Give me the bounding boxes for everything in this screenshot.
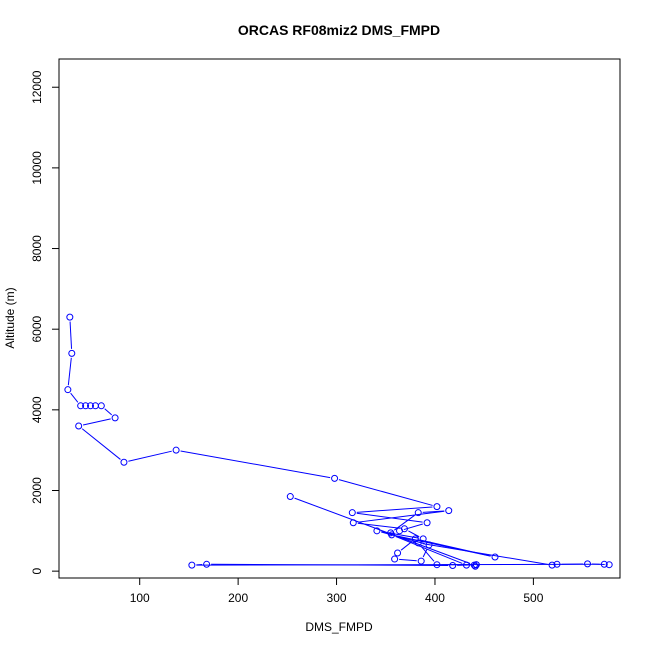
series-segment: [70, 392, 79, 403]
data-point: [445, 507, 453, 515]
y-tick-label: 8000: [30, 235, 44, 262]
data-point: [414, 509, 422, 517]
y-tick-label: 10000: [30, 151, 44, 185]
y-axis: 0 2000 4000 6000 8000 10000 12000: [30, 70, 60, 574]
data-point: [64, 386, 72, 394]
data-point: [471, 562, 479, 570]
y-tick-label: 2000: [30, 477, 44, 504]
y-tick-label: 12000: [30, 70, 44, 104]
data-point: [433, 503, 441, 511]
data-point: [172, 446, 180, 454]
data-point: [66, 313, 74, 321]
series-segment: [399, 558, 417, 562]
series-segment: [82, 418, 111, 426]
data-point: [75, 422, 83, 430]
y-axis-label: Altitude (m): [3, 287, 17, 348]
data-point: [605, 561, 613, 569]
data-point: [203, 560, 211, 568]
series-segment: [294, 497, 471, 564]
data-point: [391, 555, 399, 563]
data-point: [286, 493, 294, 501]
series-segment: [400, 541, 413, 551]
series-segment: [338, 479, 433, 506]
data-point: [86, 402, 94, 410]
x-axis: 100 200 300 400 500: [130, 577, 544, 605]
series-line: [67, 321, 605, 566]
y-tick-label: 0: [30, 567, 44, 574]
series-segment: [408, 530, 420, 538]
data-point: [553, 560, 561, 568]
data-point: [548, 561, 556, 569]
series-segment: [395, 536, 463, 564]
series-segment: [357, 510, 445, 523]
x-axis-label: DMS_FMPD: [305, 620, 373, 634]
data-point: [400, 525, 408, 533]
data-point: [449, 561, 457, 569]
series-segment: [422, 543, 548, 565]
data-point: [348, 509, 356, 517]
series-segment: [356, 506, 433, 513]
data-point: [68, 349, 76, 357]
data-point: [425, 541, 433, 549]
data-point: [417, 557, 425, 565]
data-point: [82, 402, 90, 410]
data-point: [462, 561, 470, 569]
x-tick-label: 500: [523, 591, 543, 605]
data-point: [414, 539, 422, 547]
data-point: [423, 519, 431, 527]
series-segment: [420, 546, 435, 562]
series-segment: [196, 563, 600, 566]
x-tick-label: 100: [130, 591, 150, 605]
data-point: [188, 561, 196, 569]
data-point: [331, 474, 339, 482]
data-point: [470, 561, 478, 569]
series-segment: [180, 450, 331, 479]
data-point: [600, 560, 608, 568]
series-segment: [104, 408, 113, 416]
x-tick-label: 400: [425, 591, 445, 605]
data-point: [111, 414, 119, 422]
data-point: [584, 560, 592, 568]
data-point: [394, 549, 402, 557]
y-tick-label: 4000: [30, 396, 44, 423]
x-tick-label: 300: [327, 591, 347, 605]
series-segment: [81, 428, 121, 460]
data-point: [97, 402, 105, 410]
data-point: [419, 535, 427, 543]
chart-title: ORCAS RF08miz2 DMS_FMPD: [238, 22, 440, 38]
data-point: [433, 561, 441, 569]
data-point: [373, 527, 381, 535]
series-segment: [422, 548, 428, 558]
data-point: [491, 553, 499, 561]
series-segment: [67, 357, 72, 386]
data-point: [388, 531, 396, 539]
y-tick-label: 6000: [30, 316, 44, 343]
plot-frame: [58, 58, 621, 579]
x-tick-label: 200: [228, 591, 248, 605]
series-segment: [69, 321, 73, 349]
data-point: [77, 402, 85, 410]
series-segment: [128, 450, 172, 462]
series-points: [64, 313, 613, 570]
data-point: [120, 458, 128, 466]
data-point: [349, 519, 357, 527]
